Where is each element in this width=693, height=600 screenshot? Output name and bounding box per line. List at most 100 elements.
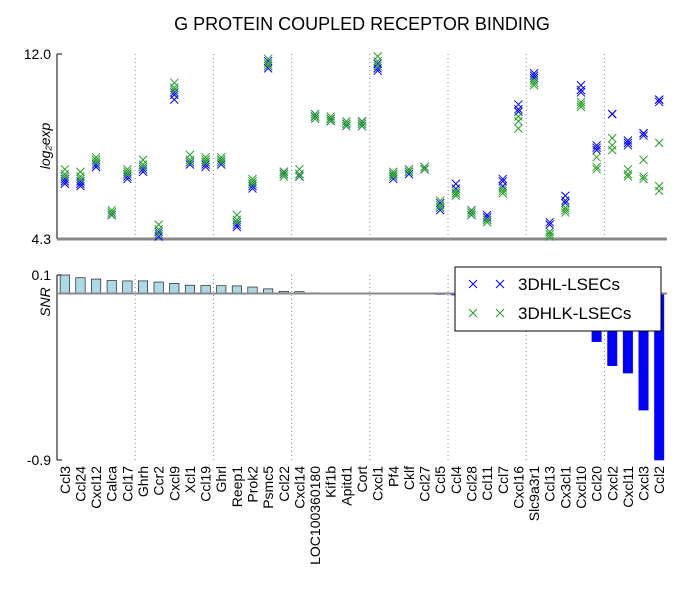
legend-marker [468,308,478,318]
x-tick-label: Ghrl [213,466,229,492]
marker [357,116,367,126]
marker [310,112,320,121]
marker [232,215,242,225]
marker [607,109,617,119]
marker [639,174,648,184]
marker [342,119,351,129]
marker [639,128,648,138]
marker [326,116,336,126]
marker [201,157,210,167]
legend-marker [468,279,478,289]
bar [184,284,195,294]
marker [373,59,382,68]
bar [75,277,86,294]
marker [388,169,398,179]
x-tick-label: Cxcl16 [510,466,526,509]
marker [576,102,586,112]
marker [623,136,633,145]
marker [201,155,210,165]
marker [654,186,664,196]
x-tick-label: Cxcl14 [291,466,307,509]
marker [310,114,320,124]
marker [545,229,555,239]
marker [623,169,633,179]
marker [623,172,633,181]
legend-box [454,266,662,332]
x-tick-label: Slc9a3r1 [526,466,542,521]
marker [576,100,586,109]
marker [592,164,601,174]
x-tick-label: Cx3cl1 [557,466,573,509]
marker [639,172,648,181]
bar [138,280,149,294]
bar [169,283,180,294]
marker [91,157,101,167]
marker [263,61,273,71]
x-tick-label: Ccl27 [417,466,433,502]
marker [185,155,195,165]
marker [545,217,555,227]
bar [106,280,117,294]
x-tick-label: Cxcl3 [636,466,652,501]
x-tick-label: Ccl5 [432,466,448,494]
x-tick-label: Cxcl12 [88,466,104,509]
marker [107,208,117,217]
marker [263,59,273,68]
y-tick-label: -0.9 [27,452,51,468]
marker [545,227,555,237]
marker [451,188,461,198]
marker [248,179,257,189]
marker [216,157,226,167]
x-tick-label: Pf4 [385,466,401,487]
bar [200,285,211,294]
marker [482,217,492,227]
marker [451,191,461,201]
marker [498,188,508,198]
x-tick-label: Ccr2 [151,466,167,496]
x-tick-label: Kif1b [323,466,339,498]
marker [514,100,523,109]
marker [138,160,148,169]
bar [153,281,164,294]
marker [60,169,70,179]
marker [654,138,664,148]
marker [76,172,85,181]
marker [435,203,445,213]
legend-label: 3DHLK-LSECs [518,304,631,323]
marker [248,176,257,186]
marker [138,162,148,172]
legend-label: 3DHL-LSECs [518,275,620,294]
marker [76,174,85,184]
marker [326,114,336,124]
bar [231,285,242,294]
marker [654,97,664,107]
marker [654,95,664,105]
y-axis-label: SNR [37,287,53,317]
marker [467,208,476,217]
marker [576,88,586,97]
marker [576,80,586,90]
marker [592,143,601,153]
marker [91,155,101,165]
marker [404,164,414,174]
x-tick-label: Ccl22 [276,466,292,502]
marker [123,169,132,179]
marker [529,78,539,88]
marker [467,210,476,220]
marker [607,145,617,155]
marker [420,164,429,174]
marker [295,169,304,179]
chart-title: G PROTEIN COUPLED RECEPTOR BINDING [174,14,550,34]
marker [169,83,179,92]
marker [420,162,429,172]
marker [451,179,461,189]
x-tick-label: Cxcl10 [573,466,589,509]
x-tick-label: Ccl24 [72,466,88,502]
marker [435,201,445,210]
marker [357,119,367,129]
y-tick-label: 0.1 [32,267,52,283]
y-tick-label: 4.3 [32,231,52,247]
x-tick-label: Ccl13 [542,466,558,502]
marker [279,172,289,181]
marker [592,140,601,150]
